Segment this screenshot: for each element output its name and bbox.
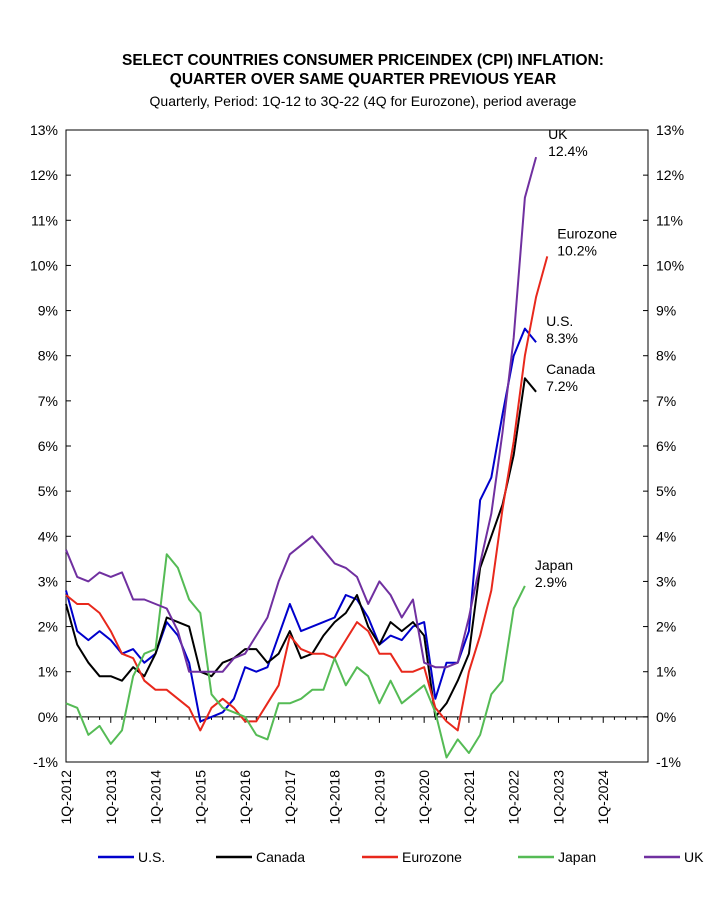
y-tick-label-left: 11% (31, 212, 58, 228)
x-tick-label: 1Q-2020 (416, 770, 432, 825)
legend-label: U.S. (138, 849, 165, 865)
y-tick-label-right: -1% (656, 754, 681, 770)
chart-title-line2: QUARTER OVER SAME QUARTER PREVIOUS YEAR (169, 71, 557, 88)
x-tick-label: 1Q-2021 (461, 770, 477, 825)
y-tick-label-left: 2% (38, 619, 58, 635)
y-tick-label-left: 9% (38, 303, 58, 319)
x-tick-label: 1Q-2013 (103, 770, 119, 825)
y-tick-label-left: 6% (38, 438, 58, 454)
x-tick-label: 1Q-2018 (327, 770, 343, 825)
y-tick-label-left: 1% (38, 664, 58, 680)
series-line-japan (65, 553, 526, 759)
series-line-canada (65, 377, 537, 718)
series-end-value-label: 2.9% (535, 574, 567, 590)
x-tick-label: 1Q-2022 (506, 770, 522, 825)
series-end-value-label: 8.3% (546, 330, 578, 346)
y-tick-label-left: 13% (30, 122, 58, 138)
y-tick-label-right: 13% (656, 122, 684, 138)
series-end-value-label: 10.2% (557, 242, 597, 258)
series-end-label: Eurozone (557, 225, 617, 241)
legend-label: Eurozone (402, 849, 462, 865)
x-tick-label: 1Q-2012 (58, 770, 74, 825)
y-tick-label-right: 8% (656, 348, 676, 364)
y-tick-label-right: 9% (656, 303, 676, 319)
y-tick-label-right: 5% (656, 483, 676, 499)
y-tick-label-left: 0% (38, 709, 58, 725)
y-tick-label-left: 7% (38, 393, 58, 409)
y-tick-label-left: 3% (38, 573, 58, 589)
y-tick-label-right: 7% (656, 393, 676, 409)
series-end-value-label: 12.4% (548, 143, 588, 159)
y-tick-label-right: 12% (656, 167, 684, 183)
x-tick-label: 1Q-2016 (237, 770, 253, 825)
x-tick-label: 1Q-2023 (550, 770, 566, 825)
x-tick-label: 1Q-2014 (148, 770, 164, 825)
y-tick-label-right: 6% (656, 438, 676, 454)
y-tick-label-right: 10% (656, 257, 684, 273)
x-tick-label: 1Q-2024 (595, 770, 611, 825)
y-tick-label-right: 1% (656, 664, 676, 680)
series-line-uk (65, 156, 538, 673)
y-tick-label-right: 3% (656, 573, 676, 589)
y-tick-label-left: 10% (30, 257, 58, 273)
series-line-eurozone (65, 256, 549, 732)
legend-label: UK (684, 849, 704, 865)
y-tick-label-right: 0% (656, 709, 676, 725)
x-tick-label: 1Q-2019 (371, 770, 387, 825)
y-tick-label-left: -1% (33, 754, 58, 770)
y-tick-label-left: 8% (38, 348, 58, 364)
y-tick-label-left: 4% (38, 528, 58, 544)
series-end-label: Canada (546, 361, 595, 377)
series-end-value-label: 7.2% (546, 378, 578, 394)
series-end-label: Japan (535, 557, 573, 573)
y-tick-label-right: 2% (656, 619, 676, 635)
y-tick-label-left: 5% (38, 483, 58, 499)
series-end-label: U.S. (546, 313, 573, 329)
y-tick-label-right: 4% (656, 528, 676, 544)
chart-title-line1: SELECT COUNTRIES CONSUMER PRICEINDEX (CP… (122, 52, 604, 69)
x-tick-label: 1Q-2017 (282, 770, 298, 825)
legend-label: Japan (558, 849, 596, 865)
legend-label: Canada (256, 849, 305, 865)
series-end-label: UK (548, 126, 568, 142)
y-tick-label-left: 12% (30, 167, 58, 183)
chart-subtitle: Quarterly, Period: 1Q-12 to 3Q-22 (4Q fo… (149, 93, 577, 109)
x-tick-label: 1Q-2015 (192, 770, 208, 825)
y-tick-label-right: 11% (656, 212, 683, 228)
